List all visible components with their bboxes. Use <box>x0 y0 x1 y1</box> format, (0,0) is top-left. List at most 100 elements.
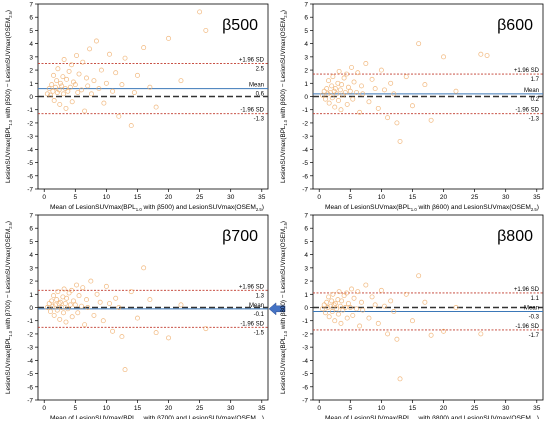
data-point <box>329 95 335 101</box>
y-tick-label: -4 <box>302 358 308 365</box>
data-point <box>110 88 116 94</box>
y-axis-title: LesionSUVmax(BPL1.0 with β500) − LesionS… <box>5 10 13 183</box>
data-point <box>324 86 330 92</box>
y-axis-title-part: with β800) − LesionSUVmax(OSEM <box>280 229 287 331</box>
mean-label: Mean <box>524 305 539 311</box>
data-point <box>76 293 82 299</box>
data-point <box>69 99 75 105</box>
data-point <box>349 286 354 292</box>
data-point <box>57 299 63 305</box>
data-point <box>378 287 384 293</box>
mean-label: Mean <box>249 303 264 309</box>
data-point <box>363 282 369 288</box>
data-point <box>329 83 335 89</box>
data-point <box>326 78 331 84</box>
x-tick-label: 20 <box>440 194 448 201</box>
y-tick-label: -2 <box>302 331 308 338</box>
data-point <box>110 328 116 334</box>
x-tick-label: 10 <box>103 194 111 201</box>
data-point <box>63 319 69 325</box>
data-point <box>65 306 71 312</box>
data-point <box>319 306 325 312</box>
data-point <box>52 84 58 90</box>
data-point <box>388 80 394 86</box>
y-tick-label: 2 <box>304 279 308 286</box>
data-point <box>51 72 56 78</box>
data-point <box>359 83 364 89</box>
data-point <box>349 64 354 70</box>
y-axis-title-part: 2.5 <box>283 11 288 17</box>
data-point <box>332 104 338 110</box>
data-point <box>128 289 134 295</box>
y-axis-title-part: LesionSUVmax(BPL <box>280 336 287 394</box>
mean-value: -0.1 <box>254 312 265 318</box>
data-point <box>62 86 68 92</box>
data-point <box>57 101 63 107</box>
data-point <box>141 265 147 271</box>
data-point <box>369 294 375 300</box>
data-point <box>119 82 125 88</box>
y-tick-label: 4 <box>29 41 33 48</box>
data-point <box>337 87 343 93</box>
x-tick-label: 30 <box>227 194 235 201</box>
lower-loa-value: -1.3 <box>254 117 265 123</box>
data-point <box>336 98 341 103</box>
data-point <box>385 331 391 337</box>
data-point <box>75 310 81 316</box>
data-point <box>80 285 86 291</box>
data-point <box>69 62 75 68</box>
data-point <box>332 318 338 324</box>
x-axis-title-part: ) <box>537 415 539 419</box>
y-axis-title: LesionSUVmax(BPL1.0 with β700) − LesionS… <box>5 221 13 394</box>
chart-panel: -7 -6 -5 -4 -3 -2 -1 0 1 2 3 4 5 6 7 0 5 10 15 20 25 30 35 +1.9… <box>280 2 544 212</box>
data-point <box>337 303 343 309</box>
data-point <box>347 88 353 94</box>
data-point <box>44 305 50 310</box>
data-point <box>422 299 428 305</box>
data-point <box>82 322 88 328</box>
y-tick-label: 4 <box>304 41 308 48</box>
x-tick-label: 35 <box>258 194 266 201</box>
lower-loa-value: -1.7 <box>529 333 540 339</box>
data-point <box>410 103 415 109</box>
upper-loa-label: +1.96 SD <box>239 284 265 290</box>
data-point <box>344 290 350 296</box>
highlight-arrow-icon <box>268 302 286 316</box>
y-axis-title-part: 2.5 <box>283 222 288 228</box>
data-point <box>336 68 342 74</box>
y-tick-label: 1 <box>29 81 33 88</box>
data-point <box>66 68 72 74</box>
data-point <box>428 332 434 338</box>
x-tick-label: 20 <box>165 405 173 412</box>
y-tick-label: 3 <box>304 54 308 61</box>
data-point <box>51 312 57 318</box>
data-point <box>321 88 327 94</box>
x-tick-label: 0 <box>42 194 46 201</box>
data-point <box>351 79 357 85</box>
y-tick-label: -6 <box>302 173 308 180</box>
y-tick-label: 6 <box>304 15 308 22</box>
data-point <box>178 78 184 84</box>
data-point <box>453 88 459 94</box>
data-point <box>326 294 331 300</box>
y-axis-title-part: ) <box>5 221 12 223</box>
data-point <box>65 88 71 94</box>
data-point <box>131 90 137 95</box>
y-tick-label: -7 <box>27 187 33 194</box>
data-point <box>331 88 337 94</box>
upper-loa-label: +1.96 SD <box>514 287 540 293</box>
data-point <box>372 302 378 308</box>
data-point <box>345 84 351 90</box>
data-point <box>135 315 140 321</box>
data-point <box>69 287 75 293</box>
data-point <box>70 298 76 304</box>
data-point <box>135 72 140 78</box>
y-tick-label: -3 <box>302 345 308 352</box>
data-point <box>57 316 63 322</box>
y-tick-label: 0 <box>29 305 33 312</box>
x-axis-title: Mean of LesionSUVmax(BPL1.0 with β800) a… <box>325 415 539 419</box>
data-point <box>166 335 171 341</box>
x-axis-title-part: ) <box>262 204 264 211</box>
x-axis-title-part: with β800) and LesionSUVmax(OSEM <box>417 415 531 419</box>
upper-loa-label: +1.96 SD <box>514 68 540 74</box>
